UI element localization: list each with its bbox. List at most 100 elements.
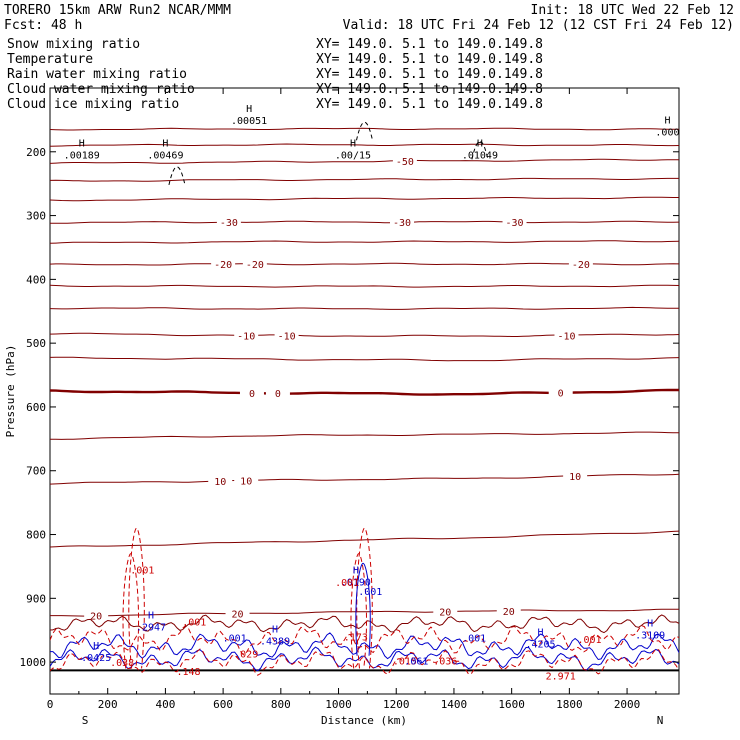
isotherm-line	[50, 240, 679, 244]
high-marker: H	[246, 104, 252, 115]
rain-value-label: .173	[344, 632, 368, 643]
cloud-value-label: .061	[404, 657, 428, 668]
high-value-label: .000	[655, 127, 679, 138]
isotherm-line	[50, 356, 679, 362]
isotherm-line	[50, 177, 679, 182]
y-tick-label: 500	[26, 337, 46, 350]
y-tick-label: 900	[26, 592, 46, 605]
isotherm-label-bg	[563, 470, 588, 482]
high-marker: H	[664, 115, 670, 126]
chart-marks: H.00051H.00189H.00469H.00/15H.01049H.000…	[64, 104, 680, 683]
high-marker: H	[79, 138, 85, 149]
header-valid: Valid: 18 UTC Fri 24 Feb 12 (12 CST Fri …	[343, 18, 734, 33]
y-tick-label: 600	[26, 401, 46, 414]
high-value-label: .4389	[260, 636, 290, 647]
rain-water-contour	[50, 648, 679, 676]
legend: Snow mixing ratio XY= 149.0. 5.1 to 149.0…	[7, 37, 543, 112]
legend-entry-xy: XY= 149.0. 5.1 to 149.0.149.8	[316, 52, 543, 67]
legend-entry-name: Rain water mixing ratio	[7, 67, 187, 82]
cloud-ice-contour	[356, 121, 373, 141]
rain-value-label: .001	[335, 578, 359, 589]
rain-water-plume	[350, 553, 367, 669]
y-tick-label: 1000	[20, 656, 47, 669]
isotherm-label: 20	[232, 609, 244, 620]
cloud-value-label: .001	[358, 587, 382, 598]
isotherm-label-bg	[225, 607, 250, 619]
y-axis-label: Pressure (hPa)	[4, 345, 17, 438]
isotherm-line	[50, 143, 679, 147]
isotherm-label-bg	[568, 258, 593, 270]
cloud-ice-contour	[168, 166, 186, 186]
isotherm-label: 0	[275, 389, 281, 400]
legend-entry-name: Temperature	[7, 52, 93, 67]
x-tick-label: 1000	[325, 698, 352, 711]
high-value-label: .00189	[64, 150, 100, 161]
legend-entry-xy: XY= 149.0. 5.1 to 149.0.149.8	[316, 67, 543, 82]
isotherm-line	[50, 388, 679, 396]
high-value-label: .00051	[231, 116, 267, 127]
rain-value-label: .148	[176, 667, 200, 678]
isotherm-label: -30	[506, 218, 524, 229]
rain-value-label: .015	[393, 657, 417, 668]
isotherm-label: 10	[569, 472, 581, 483]
legend-entry-name: Cloud water mixing ratio	[7, 82, 195, 97]
x-tick-label: 800	[271, 698, 291, 711]
x-axis-label: Distance (km)	[321, 714, 407, 727]
isotherm-line	[50, 332, 679, 337]
high-marker: H	[477, 138, 483, 149]
y-tick-label: 200	[26, 146, 46, 159]
isotherm-line	[50, 431, 679, 440]
isotherm-label: -50	[396, 157, 414, 168]
isotherm-label-bg	[433, 605, 458, 617]
cloud-water-contour	[50, 632, 679, 661]
isotherm-label: 0	[249, 389, 255, 400]
x-tick-label: 1200	[383, 698, 410, 711]
isotherm-label: -20	[246, 260, 264, 271]
isotherm-label-bg	[274, 329, 299, 341]
high-value-label: .00469	[147, 150, 183, 161]
legend-entry-xy: XY= 149.0. 5.1 to 149.0.149.8	[316, 97, 543, 112]
isotherm-line	[50, 158, 679, 164]
cloud-water-contour	[50, 646, 679, 672]
rain-water-contour	[50, 624, 679, 656]
isotherm-label: 10	[214, 477, 226, 488]
high-value-label: .0190	[341, 578, 371, 589]
y-tick-label: 400	[26, 273, 46, 286]
isotherm-label: 20	[439, 607, 451, 618]
cloud-water-plume	[355, 562, 371, 656]
isotherm-label: -10	[237, 331, 255, 342]
rain-water-plume	[128, 527, 145, 669]
isotherm-label-bg	[242, 258, 267, 270]
high-marker: H	[353, 566, 359, 577]
isotherm-label: 20	[90, 611, 102, 622]
high-value-label: .0425	[81, 653, 111, 664]
rain-value-label: .038	[110, 658, 134, 669]
rain-value-label: .036	[433, 657, 457, 668]
legend-entry-xy: XY= 149.0. 5.1 to 149.0.149.8	[316, 82, 543, 97]
legend-entry-xy: XY= 149.0. 5.1 to 149.0.149.8	[316, 37, 543, 52]
isotherm-line	[50, 306, 679, 310]
isotherm-line	[50, 284, 679, 288]
header-model: TORERO 15km ARW Run2 NCAR/MMM	[4, 3, 231, 18]
high-value-label: .00/15	[335, 150, 371, 161]
isotherm-label-bg	[208, 474, 233, 486]
isotherm-label-bg	[216, 216, 241, 228]
high-marker: H	[148, 610, 154, 621]
rain-value-label: .029	[234, 650, 258, 661]
isotherm-label: 10	[240, 477, 252, 488]
x-tick-label: 400	[155, 698, 175, 711]
high-marker: H	[272, 624, 278, 635]
isotherm-label-bg	[554, 329, 579, 341]
x-tick-label: 1600	[498, 698, 525, 711]
rain-water-plume	[122, 553, 140, 669]
high-value-label: .01049	[462, 150, 498, 161]
high-marker: H	[647, 619, 653, 630]
isotherm-line	[50, 127, 679, 131]
x-tick-label: 0	[47, 698, 54, 711]
x-tick-label: 600	[213, 698, 233, 711]
isotherm-label-bg	[496, 604, 521, 616]
isotherm-label-bg	[502, 215, 527, 227]
isotherm-line	[50, 530, 679, 548]
isotherm-label-bg	[84, 609, 109, 621]
